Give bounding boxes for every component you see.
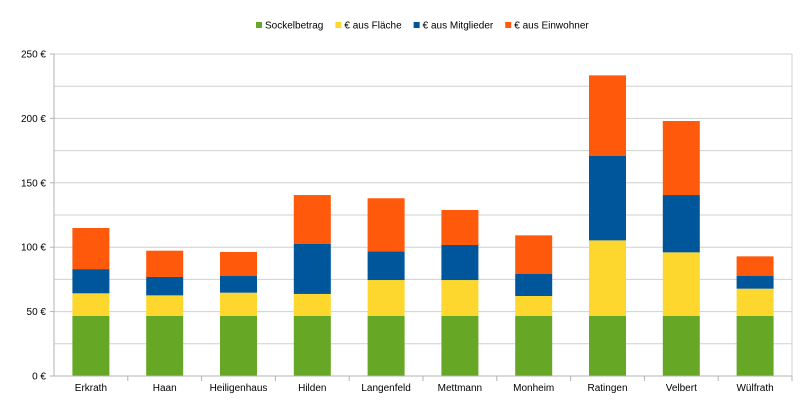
y-tick-label: 150 € [21,178,46,189]
legend-swatch [256,22,262,28]
legend: Sockelbetrag € aus Fläche € aus Mitglieder… [256,21,589,32]
bar-segment [220,251,257,276]
bar-segment [441,209,479,246]
y-tick-label: 0 € [32,372,46,383]
bar-segment [736,288,774,316]
legend-swatch [505,22,512,28]
bar-segment [662,252,700,316]
legend-label: € aus Einwohner [514,21,589,32]
axes: 0 € 50 € 100 € 150 € 200 € 250 € Erkrath Haan He… [21,50,793,394]
y-tick-label: 200 € [21,114,46,125]
bar-segment [736,275,774,289]
x-tick-label: Erkrath [75,383,107,394]
y-tick-label: 250 € [21,50,46,61]
bar-segment [220,292,257,316]
x-tick-label: Langenfeld [361,383,411,394]
x-tick-label: Wülfrath [736,383,773,394]
bar-segment [589,156,626,241]
bar-segment [589,75,626,157]
x-tick-label: Monheim [513,383,554,394]
bar-segment [515,273,553,297]
bar-segment [736,256,774,276]
legend-label: € aus Fläche [344,21,402,32]
bar-segment [367,280,405,316]
bar-segment [146,295,184,316]
bar-segment [736,315,774,376]
bars [72,75,774,376]
y-tick-label: 100 € [21,243,46,254]
y-tick-label: 50 € [27,307,47,318]
bar-segment [220,275,257,293]
bar-segment [589,240,626,316]
bar-segment [293,243,331,294]
bar-segment [589,315,626,376]
bar-segment [441,315,479,376]
bar-segment [367,198,405,252]
x-tick-label: Heiligenhaus [210,383,268,394]
bar-segment [72,315,110,376]
bar-segment [441,280,479,316]
bar-segment [146,315,184,376]
bar-segment [72,293,110,316]
legend-label: Sockelbetrag [265,21,323,32]
bar-segment [367,251,405,281]
bar-segment [662,315,700,376]
legend-swatch [413,22,420,28]
bar-segment [515,235,553,274]
x-tick-label: Mettmann [438,383,482,394]
bar-segment [146,250,184,277]
bar-segment [662,120,700,196]
bar-segment [515,315,553,376]
x-tick-label: Haan [153,383,177,394]
bar-segment [220,315,257,376]
legend-label: € aus Mitglieder [423,21,494,32]
bar-segment [293,315,331,376]
bar-segment [515,296,553,316]
bar-segment [367,315,405,376]
bar-segment [72,228,110,270]
x-tick-label: Velbert [666,383,697,394]
bar-segment [662,195,700,253]
x-tick-label: Hilden [298,383,326,394]
bar-segment [146,276,184,296]
bar-segment [293,195,331,244]
bar-segment [72,269,110,294]
x-tick-label: Ratingen [587,383,627,394]
bar-segment [441,245,479,281]
legend-swatch [335,22,342,28]
bar-segment [293,293,331,316]
